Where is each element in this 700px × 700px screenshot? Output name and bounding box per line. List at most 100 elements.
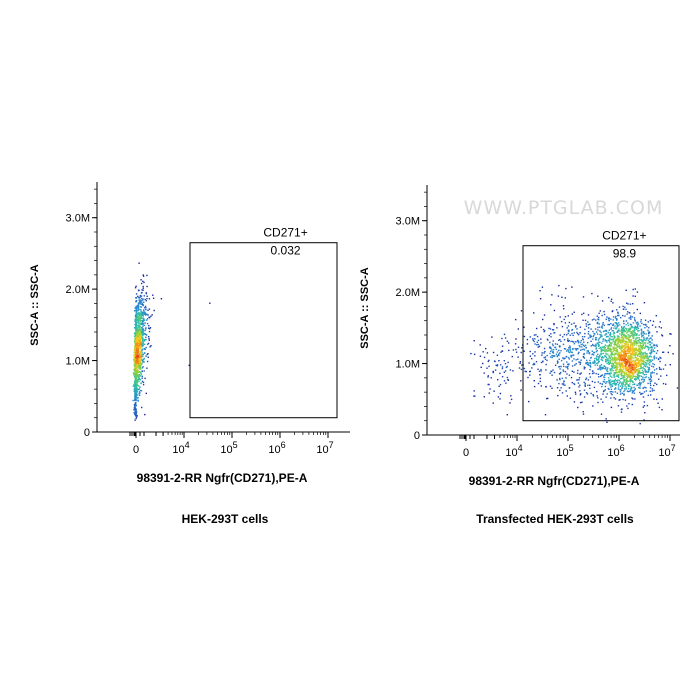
event-point (142, 355, 144, 358)
event-point (135, 293, 138, 295)
event-point (624, 352, 626, 355)
event-point (644, 376, 646, 379)
event-point (571, 370, 573, 372)
event-point (629, 303, 632, 305)
event-point (134, 337, 137, 339)
event-point (624, 385, 626, 387)
event-point (141, 375, 143, 377)
event-point (583, 389, 586, 391)
event-point (134, 389, 136, 391)
event-point (135, 391, 137, 394)
event-point (614, 352, 616, 354)
event-point (488, 392, 490, 394)
event-point (567, 340, 569, 342)
event-point (145, 300, 147, 302)
event-point (596, 322, 598, 325)
event-point (581, 346, 583, 348)
event-point (645, 355, 648, 358)
event-point (559, 368, 561, 370)
event-point (135, 376, 137, 378)
event-point (644, 357, 646, 360)
event-point (613, 359, 616, 361)
event-point (622, 331, 624, 333)
event-point (612, 353, 614, 356)
event-point (639, 375, 641, 377)
event-point (506, 365, 508, 368)
event-point (606, 370, 608, 372)
event-point (655, 368, 658, 370)
event-point (141, 289, 143, 291)
event-point (577, 406, 579, 409)
event-point (580, 359, 582, 361)
event-point (615, 350, 617, 352)
event-point (136, 388, 138, 390)
event-point (616, 367, 618, 369)
event-point (529, 355, 532, 357)
event-point (135, 300, 138, 302)
event-point (568, 358, 570, 360)
event-point (644, 327, 646, 329)
event-point (595, 344, 597, 346)
event-point (598, 345, 600, 347)
event-point (137, 334, 139, 336)
event-point (598, 341, 600, 343)
event-point (635, 377, 637, 379)
event-point (616, 344, 619, 347)
event-point (534, 351, 536, 353)
event-point (648, 347, 650, 349)
event-point (597, 381, 599, 383)
event-point (644, 346, 647, 348)
event-point (627, 380, 629, 382)
event-point (136, 327, 138, 329)
event-point (473, 340, 475, 342)
event-point (642, 342, 644, 344)
event-point (603, 381, 605, 383)
event-point (596, 390, 598, 393)
event-point (487, 383, 489, 386)
gate-cd271[interactable] (522, 245, 680, 422)
event-point (621, 357, 623, 360)
event-point (650, 374, 652, 376)
event-point (141, 334, 144, 336)
event-point (638, 368, 640, 370)
event-point (627, 371, 630, 373)
event-point (611, 380, 614, 382)
event-point (619, 399, 621, 401)
event-point (141, 314, 143, 317)
event-point (584, 382, 586, 385)
event-point (632, 295, 634, 297)
event-point (141, 326, 143, 329)
event-point (612, 316, 615, 318)
event-point (137, 319, 139, 321)
event-point (621, 361, 623, 364)
event-point (137, 342, 139, 344)
event-point (599, 333, 601, 336)
event-point (612, 365, 614, 367)
event-point (517, 328, 519, 330)
event-point (579, 346, 581, 348)
event-point (136, 368, 138, 371)
event-point (650, 353, 652, 355)
event-point (135, 390, 137, 393)
event-point (587, 327, 590, 329)
event-point (642, 367, 644, 369)
event-point (636, 354, 638, 356)
event-point (640, 362, 643, 364)
event-point (544, 356, 547, 358)
event-point (634, 370, 636, 372)
event-point (609, 368, 611, 370)
event-point (648, 379, 651, 381)
event-point (141, 334, 144, 337)
event-point (616, 338, 618, 340)
event-point (139, 326, 141, 328)
event-point (149, 328, 151, 330)
gate-cd271[interactable] (189, 242, 338, 419)
event-point (614, 340, 616, 342)
event-point (624, 364, 627, 366)
event-point (153, 309, 155, 312)
event-point (134, 402, 137, 404)
event-point (137, 378, 139, 381)
event-point (606, 393, 608, 395)
event-point (644, 364, 646, 366)
event-point (134, 346, 136, 348)
